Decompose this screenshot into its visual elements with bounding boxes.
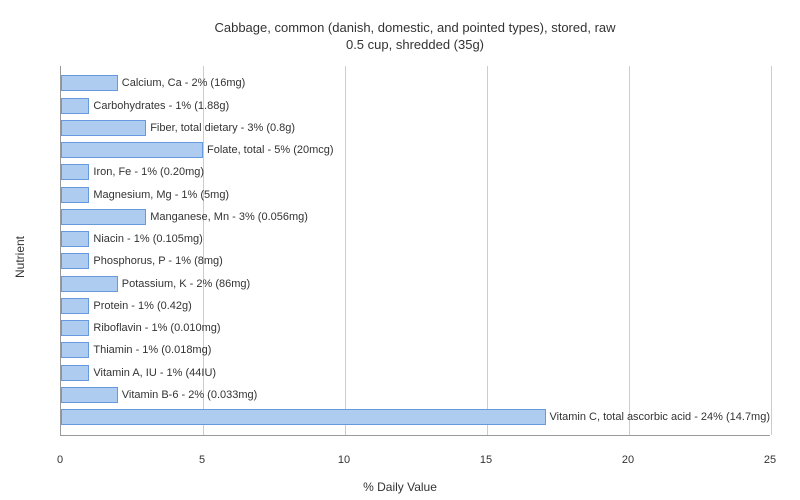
x-tick: 5 [199, 454, 205, 466]
bar-label: Thiamin - 1% (0.018mg) [93, 344, 211, 356]
plot-area: Calcium, Ca - 2% (16mg) Carbohydrates - 1… [60, 66, 770, 436]
bar [61, 187, 89, 203]
bar [61, 142, 203, 158]
bar-label: Fiber, total dietary - 3% (0.8g) [150, 122, 295, 134]
bar [61, 298, 89, 314]
bar-row: Magnesium, Mg - 1% (5mg) [61, 185, 770, 204]
title-line-1: Cabbage, common (danish, domestic, and p… [60, 20, 770, 37]
bar-row: Phosphorus, P - 1% (8mg) [61, 252, 770, 271]
bar-label: Niacin - 1% (0.105mg) [93, 233, 202, 245]
x-tick: 10 [338, 454, 350, 466]
bar [61, 164, 89, 180]
bar-row: Thiamin - 1% (0.018mg) [61, 341, 770, 360]
bar-label: Protein - 1% (0.42g) [93, 300, 191, 312]
x-axis-label: % Daily Value [363, 480, 437, 494]
bar-label: Iron, Fe - 1% (0.20mg) [93, 166, 204, 178]
bar-label: Vitamin A, IU - 1% (44IU) [93, 367, 216, 379]
gridline [771, 66, 772, 435]
bar [61, 253, 89, 269]
bar-label: Magnesium, Mg - 1% (5mg) [93, 189, 229, 201]
x-axis: 0510152025 [60, 450, 770, 470]
bar-row: Manganese, Mn - 3% (0.056mg) [61, 207, 770, 226]
bar-row: Vitamin C, total ascorbic acid - 24% (14… [61, 408, 770, 427]
nutrient-chart: Cabbage, common (danish, domestic, and p… [0, 0, 800, 500]
bar [61, 75, 118, 91]
bar-label: Calcium, Ca - 2% (16mg) [122, 77, 245, 89]
bar [61, 387, 118, 403]
bar [61, 98, 89, 114]
x-tick: 20 [622, 454, 634, 466]
y-axis-label: Nutrient [13, 236, 27, 278]
bar-label: Riboflavin - 1% (0.010mg) [93, 322, 220, 334]
bar [61, 365, 89, 381]
bar-label: Folate, total - 5% (20mcg) [207, 144, 334, 156]
bar-label: Vitamin B-6 - 2% (0.033mg) [122, 389, 258, 401]
bar-row: Vitamin A, IU - 1% (44IU) [61, 363, 770, 382]
bar-label: Vitamin C, total ascorbic acid - 24% (14… [550, 411, 771, 423]
x-tick: 15 [480, 454, 492, 466]
bar [61, 409, 546, 425]
bar [61, 231, 89, 247]
bar-row: Protein - 1% (0.42g) [61, 296, 770, 315]
bar [61, 209, 146, 225]
bar-row: Potassium, K - 2% (86mg) [61, 274, 770, 293]
bar-label: Phosphorus, P - 1% (8mg) [93, 255, 222, 267]
bar [61, 276, 118, 292]
bar [61, 120, 146, 136]
bar-row: Calcium, Ca - 2% (16mg) [61, 74, 770, 93]
bar-label: Potassium, K - 2% (86mg) [122, 278, 250, 290]
bar-row: Folate, total - 5% (20mcg) [61, 141, 770, 160]
bar-row: Niacin - 1% (0.105mg) [61, 230, 770, 249]
bar [61, 342, 89, 358]
bar-label: Carbohydrates - 1% (1.88g) [93, 100, 229, 112]
bar-row: Fiber, total dietary - 3% (0.8g) [61, 118, 770, 137]
x-tick: 25 [764, 454, 776, 466]
bars-container: Calcium, Ca - 2% (16mg) Carbohydrates - 1… [61, 74, 770, 427]
bar-row: Riboflavin - 1% (0.010mg) [61, 319, 770, 338]
bar [61, 320, 89, 336]
bar-row: Carbohydrates - 1% (1.88g) [61, 96, 770, 115]
x-tick: 0 [57, 454, 63, 466]
title-line-2: 0.5 cup, shredded (35g) [60, 37, 770, 54]
bar-row: Iron, Fe - 1% (0.20mg) [61, 163, 770, 182]
bar-row: Vitamin B-6 - 2% (0.033mg) [61, 386, 770, 405]
chart-title: Cabbage, common (danish, domestic, and p… [60, 20, 770, 54]
bar-label: Manganese, Mn - 3% (0.056mg) [150, 211, 308, 223]
